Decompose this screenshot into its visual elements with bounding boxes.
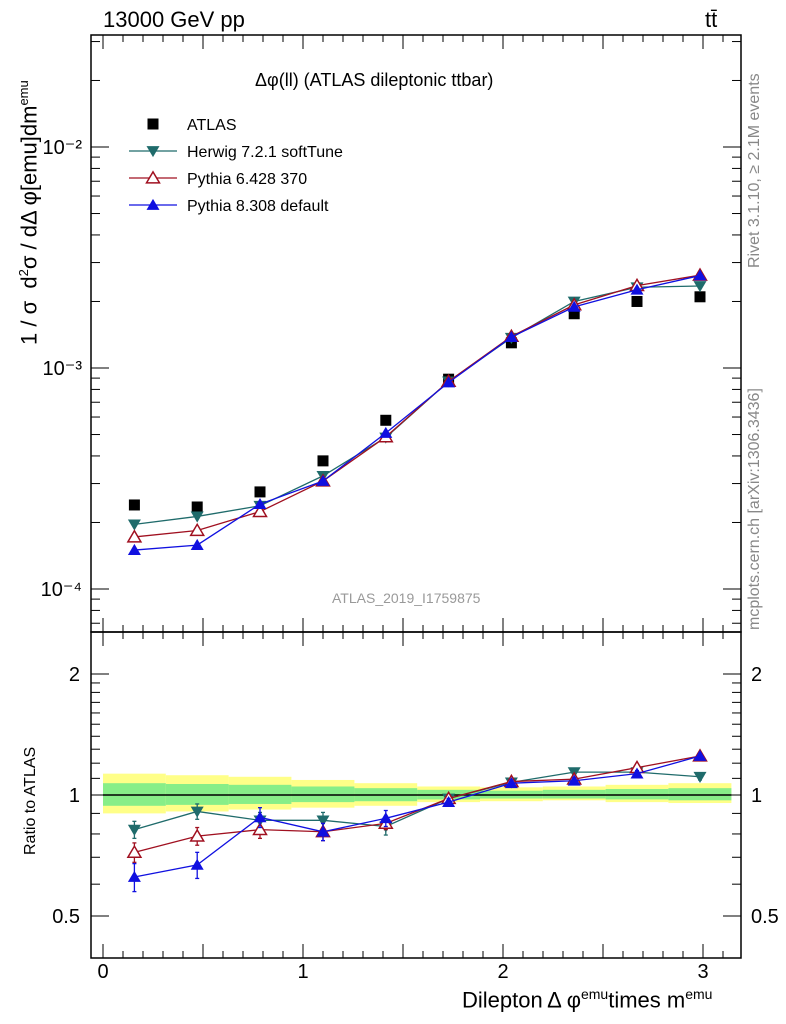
y-tick-label-ratio: 0.5 [52,906,80,928]
y-tick-label-main: 10⁻² [43,137,83,159]
header-right: tt̄ [705,7,718,32]
data-point-main [252,503,268,518]
x-tick-label: 0 [97,961,108,983]
data-point-main [693,281,707,293]
y-tick-label-ratio: 0.5 [751,906,779,928]
x-tick-label: 1 [297,961,308,983]
data-point-main [567,300,581,312]
data-point-ratio [253,811,267,823]
data-point-main [317,455,329,467]
data-point-main [379,426,393,438]
uncertainty-band-green [605,788,669,800]
data-point-ratio [442,795,456,808]
uncertainty-band-green [668,788,732,801]
watermark: ATLAS_2019_I1759875 [332,590,481,606]
data-point-ratio [379,812,393,824]
uncertainty-band-green [542,789,606,799]
data-point-main [128,499,140,511]
data-point-main [126,529,143,543]
data-point-main [127,543,141,555]
legend-marker [146,198,160,210]
plot-title: Δφ(ll) (ATLAS dileptonic ttbar) [255,70,494,90]
data-point-main [254,486,266,498]
data-point-main [316,474,330,486]
series-line-ratio [134,755,701,853]
data-point-ratio [693,771,707,783]
series-line-main [134,274,701,538]
x-tick-label: 2 [497,961,508,983]
y-tick-label-main: 10⁻⁴ [41,579,82,601]
rivet-label: Rivet 3.1.10, ≥ 2.1M events [746,73,763,268]
data-point-main [127,519,141,531]
data-point-main [191,501,203,513]
legend-label: Pythia 8.308 default [187,198,329,215]
data-point-main [568,308,580,320]
legend-marker [146,146,160,158]
data-point-ratio [316,815,330,827]
data-point-main [253,498,267,510]
data-point-main [630,283,644,295]
header-left: 13000 GeV pp [103,7,245,32]
data-point-ratio [630,767,644,779]
y-tick-label-main: 10⁻³ [43,358,83,380]
x-tick-label: 3 [697,961,708,983]
legend-label: ATLAS [187,117,237,134]
data-point-ratio [127,870,141,882]
y-tick-label-ratio: 1 [751,785,762,807]
data-point-ratio [189,828,206,842]
data-point-main [190,511,204,523]
data-point-ratio [190,858,204,870]
data-point-ratio [316,825,330,837]
data-point-ratio [504,777,518,789]
data-point-main [442,376,456,388]
data-point-main [380,414,392,426]
series-line-ratio [134,771,701,831]
data-point-main [631,295,643,307]
y-tick-label-ratio: 2 [69,664,80,686]
y-axis-label-ratio: Ratio to ATLAS [22,746,39,855]
data-point-main [693,269,707,281]
data-point-ratio [567,774,581,786]
mcplots-label: mcplots.cern.ch [arXiv:1306.3436] [746,388,763,630]
x-axis-label: Dilepton Δ φemutimes memu [462,986,713,1013]
data-point-ratio [693,749,707,761]
data-point-main [504,330,518,342]
data-point-ratio [127,824,141,836]
legend-label: Herwig 7.2.1 softTune [187,144,343,161]
y-axis-label-main: 1 / σ d2σ / dΔ φ[emu]dmemu [16,80,42,345]
legend-marker [145,170,161,184]
data-point-main [190,538,204,550]
data-point-ratio [252,821,268,836]
y-tick-label-ratio: 2 [751,664,762,686]
legend-label: Pythia 6.428 370 [187,171,307,188]
series-line-main [134,274,701,551]
series-line-ratio [134,755,701,878]
series-line-main [134,285,701,526]
data-point-main [189,522,206,537]
y-tick-label-ratio: 1 [69,785,80,807]
legend-marker [147,118,159,130]
data-point-ratio [190,806,204,818]
data-point-main [694,291,706,303]
data-point-ratio [126,844,143,858]
